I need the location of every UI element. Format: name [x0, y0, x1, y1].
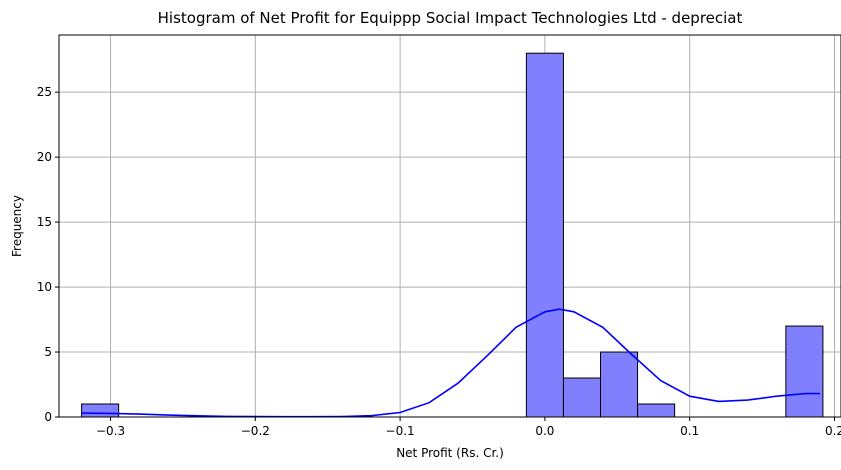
histogram-bar — [81, 403, 120, 418]
x-axis-label: Net Profit (Rs. Cr.) — [396, 446, 504, 460]
y-tick-label: 5 — [44, 345, 52, 359]
x-axis-ticks: −0.3 −0.2 −0.1 0.0 0.1 0.2 — [96, 417, 841, 438]
histogram-bar — [600, 351, 639, 418]
x-tick-label: −0.1 — [386, 424, 415, 438]
y-tick-label: 10 — [37, 280, 52, 294]
y-axis-label: Frequency — [10, 195, 24, 257]
x-tick-label: 0.0 — [535, 424, 554, 438]
kde-curve — [81, 308, 820, 418]
plot-frame — [58, 34, 841, 418]
chart-title: Histogram of Net Profit for Equippp Soci… — [158, 9, 743, 27]
histogram-bar — [525, 52, 564, 418]
x-tick-label: 0.2 — [825, 424, 841, 438]
y-tick-label: 20 — [37, 150, 52, 164]
y-axis-ticks: 0 5 10 15 20 25 — [37, 85, 59, 424]
histogram-bar — [637, 403, 676, 418]
y-tick-label: 25 — [37, 85, 52, 99]
x-tick-label: −0.2 — [241, 424, 270, 438]
y-tick-label: 15 — [37, 215, 52, 229]
y-tick-label: 0 — [44, 410, 52, 424]
histogram-bar — [562, 377, 602, 418]
histogram-bar — [785, 325, 824, 418]
histogram-bars — [81, 52, 824, 418]
x-tick-label: −0.3 — [96, 424, 125, 438]
x-tick-label: 0.1 — [680, 424, 699, 438]
kde-curve-group — [81, 308, 820, 418]
grid-lines — [59, 35, 841, 418]
